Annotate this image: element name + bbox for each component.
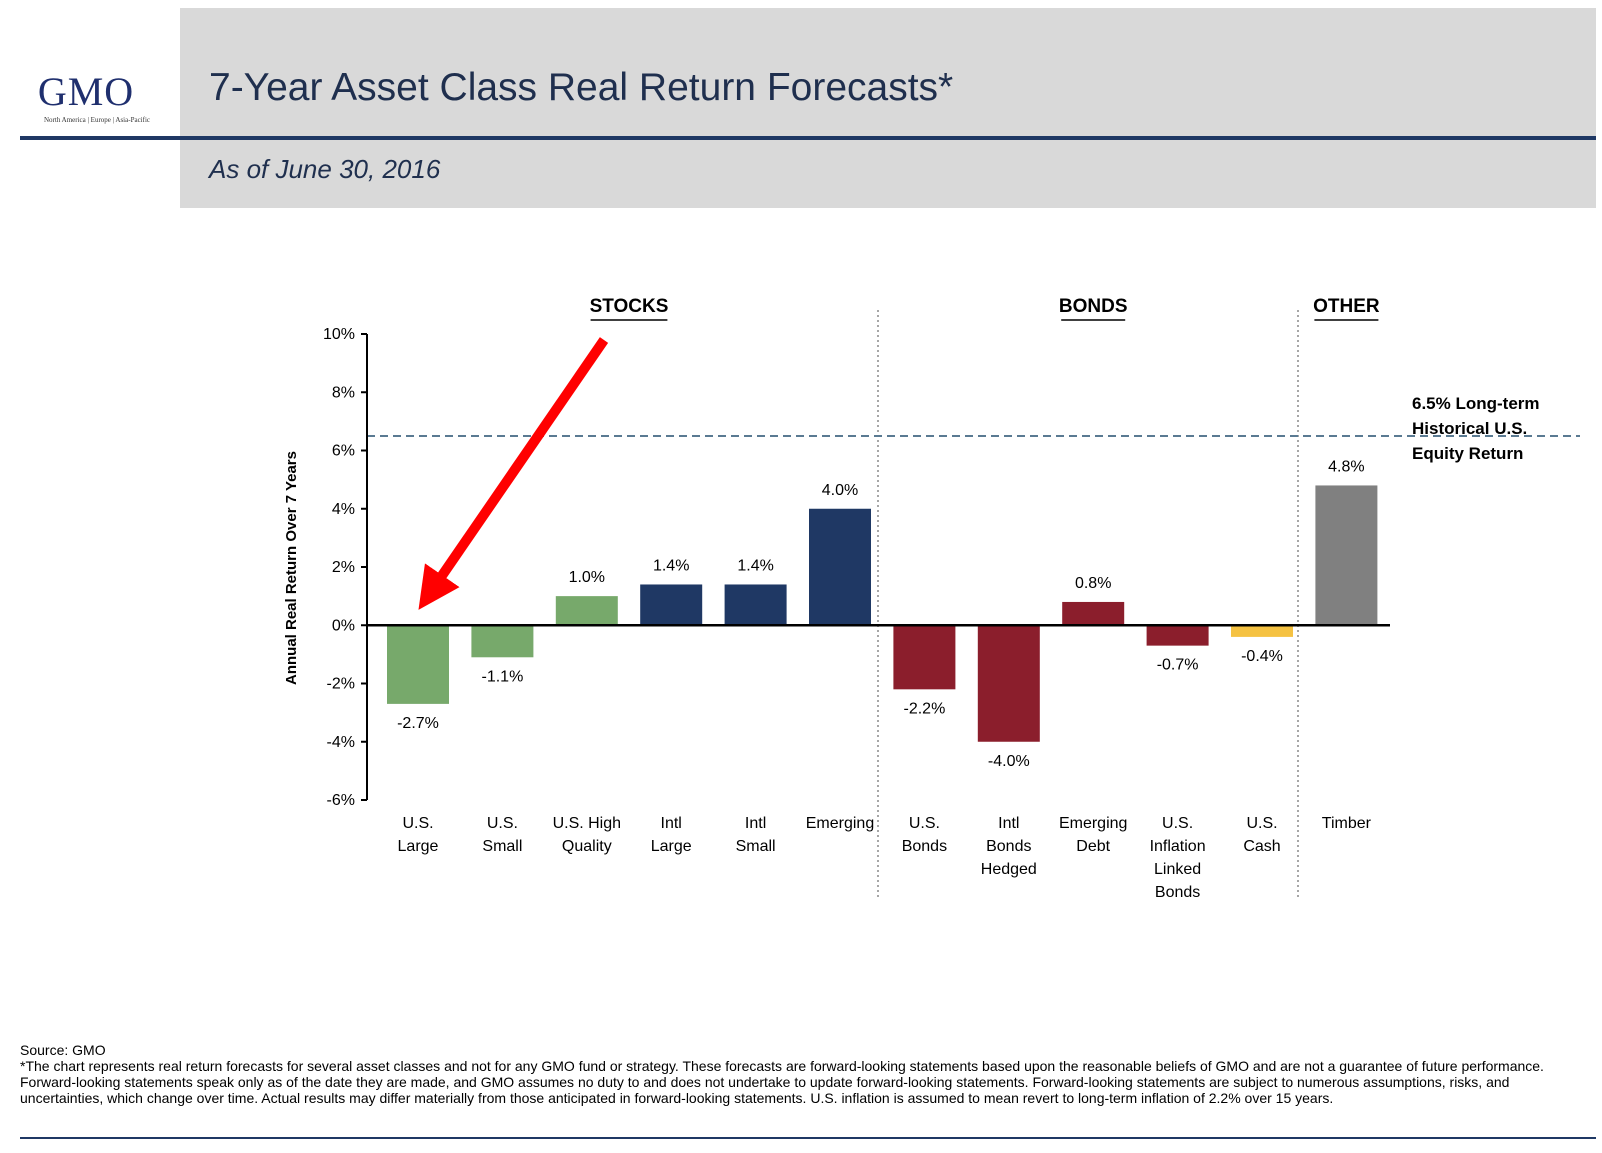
group-header: BONDS (1059, 296, 1128, 317)
x-tick-label: U.S. (1246, 815, 1277, 832)
footer: Source: GMO *The chart represents real r… (20, 1042, 1590, 1106)
header-divider (20, 136, 1596, 140)
x-tick-label: Timber (1322, 815, 1372, 832)
bar (893, 625, 956, 690)
x-tick-label: U.S. (909, 815, 940, 832)
data-label: -2.2% (904, 700, 946, 717)
bar (471, 625, 534, 658)
data-label: -0.4% (1241, 648, 1283, 665)
bar (1146, 625, 1209, 646)
y-tick-label: 4% (332, 501, 355, 518)
reference-line-label: 6.5% Long-term (1412, 394, 1540, 413)
x-tick-label: Bonds (902, 838, 947, 855)
y-tick-label: 10% (323, 326, 355, 343)
x-tick-label: Hedged (981, 861, 1037, 878)
x-tick-label: Bonds (1155, 884, 1200, 901)
x-tick-label: Emerging (806, 815, 874, 832)
x-tick-label: Inflation (1150, 838, 1206, 855)
footer-divider (20, 1137, 1596, 1139)
y-tick-label: 6% (332, 443, 355, 460)
group-header: STOCKS (590, 296, 669, 317)
x-tick-label: Large (398, 838, 439, 855)
gmo-logo: GMO North America | Europe | Asia-Pacifi… (22, 69, 172, 125)
x-tick-label: Cash (1243, 838, 1280, 855)
x-tick-label: Quality (562, 838, 612, 855)
bar (387, 625, 449, 704)
bar (1231, 625, 1293, 637)
x-tick-label: Small (482, 838, 522, 855)
page-subtitle: As of June 30, 2016 (209, 154, 441, 184)
x-tick-label: U.S. (1162, 815, 1193, 832)
reference-line-label: Historical U.S. (1412, 419, 1527, 438)
y-axis-label: Annual Real Return Over 7 Years (283, 451, 300, 685)
bar (1062, 601, 1125, 626)
data-label: 1.0% (569, 569, 605, 586)
footer-disclaimer: *The chart represents real return foreca… (20, 1058, 1544, 1106)
x-tick-label: Emerging (1059, 815, 1127, 832)
data-label: 0.8% (1075, 575, 1111, 592)
x-tick-label: Linked (1154, 861, 1201, 878)
data-label: 4.0% (822, 482, 858, 499)
bar (1315, 485, 1378, 626)
data-label: -0.7% (1157, 657, 1199, 674)
data-label: -2.7% (397, 715, 439, 732)
x-tick-label: U.S. High (553, 815, 621, 832)
header-band (180, 8, 1596, 208)
data-label: -4.0% (988, 753, 1030, 770)
y-tick-label: -4% (327, 734, 355, 751)
x-tick-label: Small (736, 838, 776, 855)
x-tick-label: Debt (1076, 838, 1110, 855)
data-label: 4.8% (1328, 458, 1364, 475)
data-label: 1.4% (737, 557, 773, 574)
bar (555, 596, 618, 626)
reference-line-label: Equity Return (1412, 444, 1523, 463)
x-tick-label: Intl (745, 815, 766, 832)
x-tick-label: Intl (661, 815, 682, 832)
data-label: -1.1% (482, 668, 524, 685)
y-tick-label: -2% (327, 676, 355, 693)
bar (809, 508, 871, 626)
group-header: OTHER (1313, 296, 1380, 317)
bar (640, 584, 703, 626)
x-tick-label: U.S. (402, 815, 433, 832)
annotation-arrow (418, 337, 609, 610)
x-tick-label: U.S. (487, 815, 518, 832)
x-tick-label: Large (651, 838, 692, 855)
page-title: 7-Year Asset Class Real Return Forecasts… (209, 66, 954, 109)
footer-source: Source: GMO (20, 1042, 106, 1058)
data-label: 1.4% (653, 557, 689, 574)
logo-wordmark: GMO (37, 69, 135, 114)
bar (977, 625, 1040, 742)
x-tick-label: Intl (998, 815, 1019, 832)
y-tick-label: 8% (332, 384, 355, 401)
y-tick-label: -6% (327, 792, 355, 809)
bar (724, 584, 787, 626)
y-tick-label: 2% (332, 559, 355, 576)
x-tick-label: Bonds (986, 838, 1031, 855)
y-tick-label: 0% (332, 617, 355, 634)
logo-regions: North America | Europe | Asia-Pacific (43, 116, 151, 124)
bar-chart: 6.5% Long-term Historical U.S. Equity Retu… (283, 296, 1580, 901)
